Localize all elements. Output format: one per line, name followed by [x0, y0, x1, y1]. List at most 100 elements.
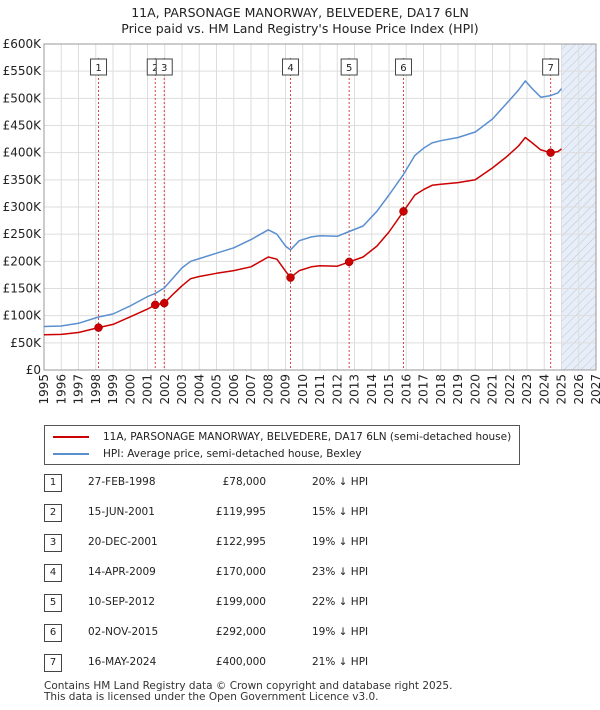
x-tick-label: 2005	[210, 374, 224, 405]
x-tick-label: 2026	[572, 374, 586, 405]
y-tick-label: £600K	[3, 37, 43, 51]
x-tick-label: 1996	[54, 374, 68, 405]
x-tick-label: 1998	[89, 374, 103, 405]
x-tick-label: 2003	[175, 374, 189, 405]
table-row: 6 02-NOV-2015 £292,000 19% ↓ HPI	[0, 624, 600, 646]
transaction-price: £400,000	[215, 656, 266, 668]
x-tick-label: 2016	[399, 374, 413, 405]
y-tick-label: £300K	[3, 200, 43, 214]
transaction-price: £78,000	[222, 476, 266, 488]
table-row: 7 16-MAY-2024 £400,000 21% ↓ HPI	[0, 654, 600, 676]
x-tick-label: 1995	[37, 374, 51, 405]
x-tick-label: 2004	[192, 374, 206, 405]
transaction-date: 15-JUN-2001	[88, 506, 155, 518]
transaction-date: 14-APR-2009	[88, 566, 156, 578]
sale-marker-box	[542, 58, 560, 76]
sale-marker-box	[282, 58, 300, 76]
legend: 11A, PARSONAGE MANORWAY, BELVEDERE, DA17…	[44, 425, 520, 465]
x-tick-label: 2024	[537, 374, 551, 405]
transaction-price: £122,995	[215, 536, 266, 548]
x-tick-label: 2006	[227, 374, 241, 405]
sale-marker-label: 5	[346, 63, 352, 74]
sale-marker-label: 1	[95, 63, 101, 74]
x-tick-label: 2001	[141, 374, 155, 405]
sale-marker-box	[90, 58, 108, 76]
x-tick-label: 2021	[486, 374, 500, 405]
y-tick-label: £100K	[3, 309, 43, 323]
x-tick-label: 2020	[468, 374, 482, 405]
table-row: 3 20-DEC-2001 £122,995 19% ↓ HPI	[0, 534, 600, 556]
transaction-price: £292,000	[215, 626, 266, 638]
y-tick-label: £200K	[3, 254, 43, 268]
x-tick-label: 2023	[520, 374, 534, 405]
x-tick-label: 2011	[313, 374, 327, 405]
sale-point	[286, 273, 295, 282]
y-tick-label: £450K	[3, 119, 43, 133]
x-tick-label: 2015	[382, 374, 396, 405]
chart-title-line1: 11A, PARSONAGE MANORWAY, BELVEDERE, DA17…	[131, 5, 469, 20]
legend-label-hpi: HPI: Average price, semi-detached house,…	[103, 448, 362, 460]
sale-marker-label: 4	[287, 63, 293, 74]
transaction-hpi: 19% ↓ HPI	[312, 626, 369, 638]
sale-point	[94, 323, 103, 332]
y-tick-label: £350K	[3, 173, 43, 187]
y-tick-label: £500K	[3, 91, 43, 105]
legend-label-property: 11A, PARSONAGE MANORWAY, BELVEDERE, DA17…	[103, 431, 512, 443]
x-tick-label: 2007	[244, 374, 258, 405]
x-tick-label: 2017	[417, 374, 431, 405]
sale-point	[151, 300, 160, 310]
sale-marker-label: 6	[400, 63, 406, 74]
plot-border	[43, 43, 597, 371]
x-tick-label: 2022	[503, 374, 517, 405]
table-row: 5 10-SEP-2012 £199,000 22% ↓ HPI	[0, 594, 600, 616]
transaction-number: 2	[44, 504, 62, 522]
x-tick-label: 2010	[296, 374, 310, 405]
transaction-date: 02-NOV-2015	[88, 626, 159, 638]
transaction-price: £170,000	[215, 566, 266, 578]
transaction-hpi: 21% ↓ HPI	[312, 656, 369, 668]
sale-point	[344, 257, 354, 267]
sale-marker-label: 7	[547, 63, 553, 74]
transaction-number: 4	[44, 564, 62, 582]
transaction-number: 6	[44, 624, 62, 642]
footer-copyright: Contains HM Land Registry data © Crown c…	[44, 680, 453, 692]
transaction-date: 27-FEB-1998	[88, 476, 156, 488]
y-tick-label: £0	[26, 363, 41, 377]
transaction-date: 16-MAY-2024	[88, 656, 157, 668]
footer: Contains HM Land Registry data © Crown c…	[44, 681, 452, 703]
legend-item-property: 11A, PARSONAGE MANORWAY, BELVEDERE, DA17…	[53, 429, 511, 445]
x-tick-label: 2002	[158, 374, 172, 405]
y-tick-label: £250K	[3, 227, 43, 241]
transaction-number: 5	[44, 594, 62, 612]
x-tick-label: 2014	[365, 374, 379, 405]
y-tick-label: £400K	[3, 146, 43, 160]
x-tick-label: 1997	[72, 374, 86, 405]
transaction-price: £119,995	[215, 506, 266, 518]
transaction-hpi: 23% ↓ HPI	[312, 566, 369, 578]
transaction-price: £199,000	[215, 596, 266, 608]
legend-item-hpi: HPI: Average price, semi-detached house,…	[53, 446, 362, 462]
transaction-number: 1	[44, 474, 62, 492]
transaction-hpi: 19% ↓ HPI	[312, 536, 369, 548]
table-row: 1 27-FEB-1998 £78,000 20% ↓ HPI	[0, 474, 600, 496]
x-tick-label: 2027	[589, 374, 600, 405]
sale-point	[399, 207, 408, 216]
sale-marker-box	[394, 58, 412, 76]
x-tick-label: 2009	[279, 374, 293, 405]
sale-marker-box	[340, 58, 358, 76]
price-chart: £0 £50K £100K £150K £200K £250K £300K £350K £400…	[3, 37, 600, 405]
x-tick-label: 2025	[555, 374, 569, 405]
transaction-hpi: 15% ↓ HPI	[312, 506, 369, 518]
y-tick-label: £150K	[3, 282, 43, 296]
hpi-line	[43, 80, 563, 328]
legend-swatch-property	[53, 436, 89, 438]
transaction-date: 10-SEP-2012	[88, 596, 156, 608]
sale-marker-box	[155, 58, 173, 76]
transaction-hpi: 22% ↓ HPI	[312, 596, 369, 608]
transaction-number: 7	[44, 654, 62, 672]
chart-title-line2: Price paid vs. HM Land Registry's House …	[121, 21, 479, 36]
transaction-number: 3	[44, 534, 62, 552]
transaction-date: 20-DEC-2001	[88, 536, 158, 548]
x-tick-label: 2013	[348, 374, 362, 405]
sale-marker-label: 2	[152, 63, 158, 74]
